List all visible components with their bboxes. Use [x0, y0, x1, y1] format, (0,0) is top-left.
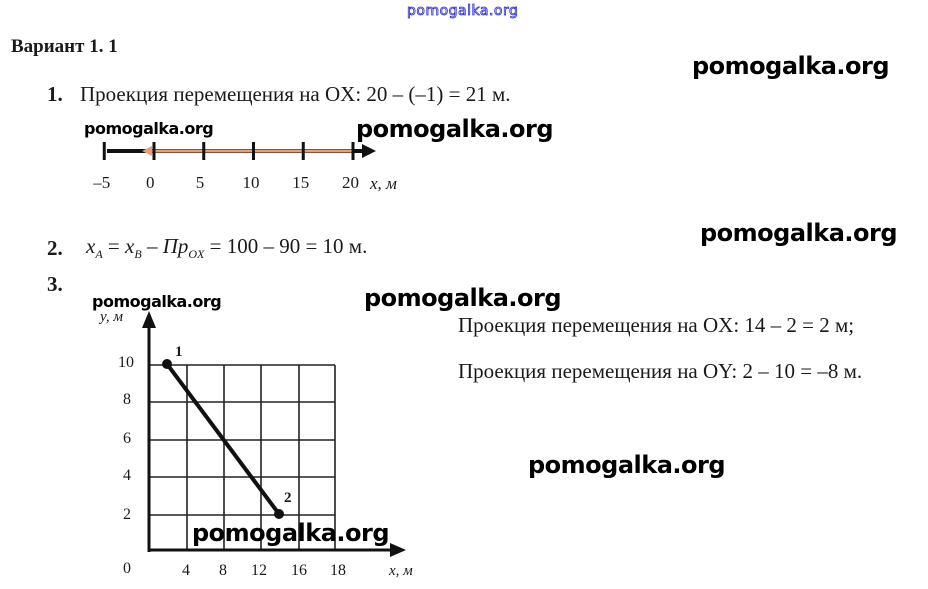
number-line-tick-label: 10 [242, 173, 260, 192]
x-axis-arrow [390, 543, 406, 557]
watermark: pomogalka.org [700, 219, 898, 247]
point-1 [162, 359, 172, 369]
task3-number: 3. [47, 272, 63, 296]
grid [149, 364, 336, 550]
x-tick: 16 [291, 562, 307, 579]
task2-formula: xA = xB – ПрOX = 100 – 90 = 10 м. [86, 234, 367, 262]
task3-line1: Проекция перемещения на OX: 14 – 2 = 2 м… [458, 313, 855, 337]
projection-symbol: Пр [162, 234, 189, 258]
watermark: pomogalka.org [356, 115, 554, 143]
y-axis-label: y, м [100, 309, 123, 325]
var-x: x [86, 234, 96, 258]
equals: = [102, 234, 126, 258]
x-tick: 8 [219, 562, 227, 579]
watermark: pomogalka.org [84, 119, 214, 138]
number-line-tick-label: 15 [292, 173, 310, 192]
y-tick: 6 [123, 430, 131, 447]
watermark: pomogalka.org [192, 519, 390, 547]
displacement-segment [165, 362, 281, 516]
number-line-arrow [362, 144, 376, 158]
page-heading: Вариант 1. 1 [11, 36, 118, 57]
task1-number: 1. [47, 82, 63, 106]
x-tick: 18 [330, 562, 346, 579]
task3-line2: Проекция перемещения на OY: 2 – 10 = –8 … [458, 359, 863, 383]
number-line-tick-label: 0 [146, 173, 155, 192]
subscript: A [95, 247, 103, 262]
minus: – [141, 234, 163, 258]
watermark-top: pomogalka.org [407, 3, 519, 20]
graph [142, 311, 406, 557]
number-line [102, 142, 376, 160]
watermark: pomogalka.org [692, 52, 890, 80]
x-axis-label: x, м [389, 563, 413, 579]
y-tick: 2 [123, 506, 131, 523]
point-1-label: 1 [175, 344, 183, 360]
task1-text: Проекция перемещения на OX: 20 – (–1) = … [80, 82, 511, 106]
watermark: pomogalka.org [528, 451, 726, 479]
number-line-tick-label: –5 [93, 173, 111, 192]
origin-label: 0 [123, 560, 131, 577]
y-tick: 10 [118, 354, 134, 371]
displacement-arrowhead [142, 146, 153, 156]
formula-result: = 100 – 90 = 10 м. [204, 234, 368, 258]
x-tick: 4 [182, 562, 190, 579]
y-tick: 8 [123, 391, 131, 408]
watermark: pomogalka.org [364, 284, 562, 312]
number-line-tick-label: 5 [195, 173, 205, 192]
task2-number: 2. [47, 236, 63, 260]
subscript: B [134, 247, 142, 262]
y-axis-arrow [142, 311, 156, 328]
x-tick: 12 [251, 562, 267, 579]
y-tick: 4 [123, 467, 131, 484]
watermark: pomogalka.org [92, 292, 222, 311]
number-line-axis-label: x, м [370, 174, 397, 193]
point-2-label: 2 [284, 490, 292, 506]
number-line-tick-label: 20 [342, 173, 359, 192]
subscript: OX [188, 247, 205, 262]
point-2 [274, 509, 284, 519]
var-x: x [125, 234, 135, 258]
